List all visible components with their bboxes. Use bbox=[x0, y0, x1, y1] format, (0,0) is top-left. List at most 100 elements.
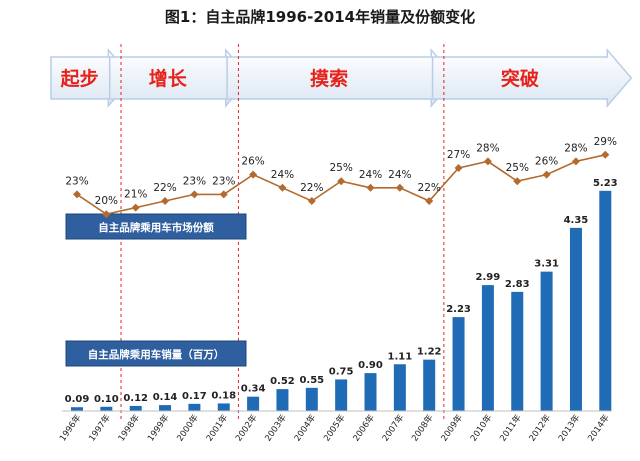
line-series bbox=[73, 150, 610, 219]
bar-2004年 bbox=[305, 387, 318, 411]
legend-share-label: 自主品牌乘用车市场份额 bbox=[98, 221, 214, 234]
bar-1996年 bbox=[71, 407, 83, 411]
bar-2011年 bbox=[511, 291, 524, 411]
share-point-2004年 bbox=[307, 197, 316, 205]
share-label-1997年: 20% bbox=[95, 195, 118, 207]
line-value-labels: 23% 20% 21% 22% 23% 23% 26% 24% 22% 25% 24% 24% 22% 2… bbox=[65, 136, 617, 207]
bar-2000年 bbox=[188, 403, 201, 411]
share-point-1996年 bbox=[73, 190, 81, 199]
share-label-2006年: 24% bbox=[359, 169, 382, 181]
x-tick-2006年: 2006年 bbox=[351, 412, 378, 443]
share-label-2010年: 28% bbox=[476, 142, 499, 154]
bar-label-1997年: 0.10 bbox=[94, 394, 119, 405]
x-tick-2001年: 2001年 bbox=[204, 412, 231, 443]
share-label-2014年: 29% bbox=[594, 136, 617, 148]
phase-label-3: 摸索 bbox=[310, 67, 348, 90]
bar-label-2014年: 5.23 bbox=[593, 178, 618, 189]
x-tick-2010年: 2010年 bbox=[468, 412, 495, 443]
legend-share: 自主品牌乘用车市场份额 bbox=[65, 213, 247, 240]
share-label-1996年: 23% bbox=[65, 175, 88, 187]
phase-label-4: 突破 bbox=[501, 67, 539, 90]
legend-sales-box bbox=[65, 340, 247, 367]
bar-label-1996年: 0.09 bbox=[65, 394, 90, 405]
bar-1999年 bbox=[159, 405, 172, 411]
share-point-2000年 bbox=[190, 190, 199, 199]
phase-arrow-4 bbox=[431, 47, 633, 109]
x-tick-2014年: 2014年 bbox=[585, 412, 612, 443]
share-point-2001年 bbox=[219, 190, 228, 199]
share-label-2004年: 22% bbox=[300, 182, 323, 194]
bar-series bbox=[71, 190, 612, 411]
bar-label-2012年: 3.31 bbox=[534, 259, 559, 270]
bar-label-2000年: 0.17 bbox=[182, 391, 207, 402]
share-label-2008年: 22% bbox=[418, 182, 441, 194]
share-point-1999年 bbox=[161, 197, 170, 205]
x-tick-1998年: 1998年 bbox=[116, 412, 143, 443]
bar-label-2009年: 2.23 bbox=[446, 304, 471, 315]
phase-label-2: 增长 bbox=[149, 67, 188, 90]
bar-2010年 bbox=[481, 285, 494, 411]
x-tick-2012年: 2012年 bbox=[527, 412, 554, 443]
bar-1997年 bbox=[100, 406, 113, 411]
share-label-2007年: 24% bbox=[388, 169, 411, 181]
share-point-2005年 bbox=[337, 177, 346, 186]
bar-2007年 bbox=[393, 364, 406, 411]
bar-2012年 bbox=[540, 271, 553, 411]
bar-label-2010年: 2.99 bbox=[476, 272, 501, 283]
bar-value-labels: 0.09 0.10 0.12 0.14 0.17 0.18 0.34 0.52 0.55 0.75… bbox=[65, 178, 618, 405]
x-tick-2011年: 2011年 bbox=[497, 412, 524, 443]
bar-2009年 bbox=[452, 317, 465, 411]
bar-label-1999年: 0.14 bbox=[153, 392, 178, 403]
x-tick-1999年: 1999年 bbox=[145, 412, 172, 443]
phase-arrows: 起步 增长 摸索 突破 bbox=[50, 47, 633, 109]
x-tick-2013年: 2013年 bbox=[556, 412, 583, 443]
x-tick-labels: 1996年 1997年 1998年 1999年 2000年 2001年 2002年 2003年… bbox=[57, 412, 612, 443]
share-label-2009年: 27% bbox=[447, 149, 470, 161]
bar-2001年 bbox=[217, 403, 230, 411]
bar-label-2005年: 0.75 bbox=[329, 366, 354, 377]
legend-sales-label: 自主品牌乘用车销量（百万） bbox=[88, 348, 225, 361]
bar-label-2001年: 0.18 bbox=[211, 390, 236, 401]
x-tick-1996年: 1996年 bbox=[57, 412, 84, 443]
share-label-2011年: 25% bbox=[506, 162, 529, 174]
share-label-2001年: 23% bbox=[212, 175, 235, 187]
bar-1998年 bbox=[129, 405, 142, 411]
share-point-2006年 bbox=[366, 183, 375, 192]
share-label-2003年: 24% bbox=[271, 169, 294, 181]
bar-2006年 bbox=[364, 373, 377, 411]
share-point-2014年 bbox=[601, 150, 610, 159]
share-label-1998年: 21% bbox=[124, 189, 147, 201]
bar-2005年 bbox=[335, 379, 348, 411]
share-point-2012年 bbox=[542, 170, 551, 179]
x-tick-1997年: 1997年 bbox=[87, 412, 114, 443]
bar-label-1998年: 0.12 bbox=[123, 393, 148, 404]
bar-2008年 bbox=[423, 359, 436, 411]
share-label-2000年: 23% bbox=[183, 175, 206, 187]
x-tick-2008年: 2008年 bbox=[409, 412, 436, 443]
bar-label-2003年: 0.52 bbox=[270, 376, 295, 387]
share-label-2002年: 26% bbox=[241, 156, 264, 168]
bar-2003年 bbox=[276, 389, 289, 411]
bar-label-2006年: 0.90 bbox=[358, 360, 383, 371]
bar-label-2013年: 4.35 bbox=[564, 215, 589, 226]
share-point-2002年 bbox=[249, 170, 258, 179]
phase-label-1: 起步 bbox=[60, 68, 99, 90]
x-tick-2005年: 2005年 bbox=[321, 412, 348, 443]
x-tick-2009年: 2009年 bbox=[439, 412, 466, 443]
share-point-1997年 bbox=[102, 210, 111, 219]
share-point-2009年 bbox=[454, 164, 463, 172]
legend-sales: 自主品牌乘用车销量（百万） bbox=[65, 340, 247, 367]
legend-share-box bbox=[65, 213, 247, 240]
x-tick-2000年: 2000年 bbox=[175, 412, 202, 443]
bar-2013年 bbox=[569, 227, 582, 411]
share-label-2005年: 25% bbox=[329, 162, 352, 174]
share-point-2007年 bbox=[395, 183, 404, 192]
x-tick-2003年: 2003年 bbox=[263, 412, 290, 443]
x-tick-2004年: 2004年 bbox=[292, 412, 319, 443]
share-label-2013年: 28% bbox=[564, 142, 587, 154]
bar-label-2007年: 1.11 bbox=[388, 351, 413, 362]
share-point-2008年 bbox=[425, 197, 434, 205]
bar-label-2002年: 0.34 bbox=[241, 384, 266, 395]
bar-label-2008年: 1.22 bbox=[417, 347, 442, 358]
